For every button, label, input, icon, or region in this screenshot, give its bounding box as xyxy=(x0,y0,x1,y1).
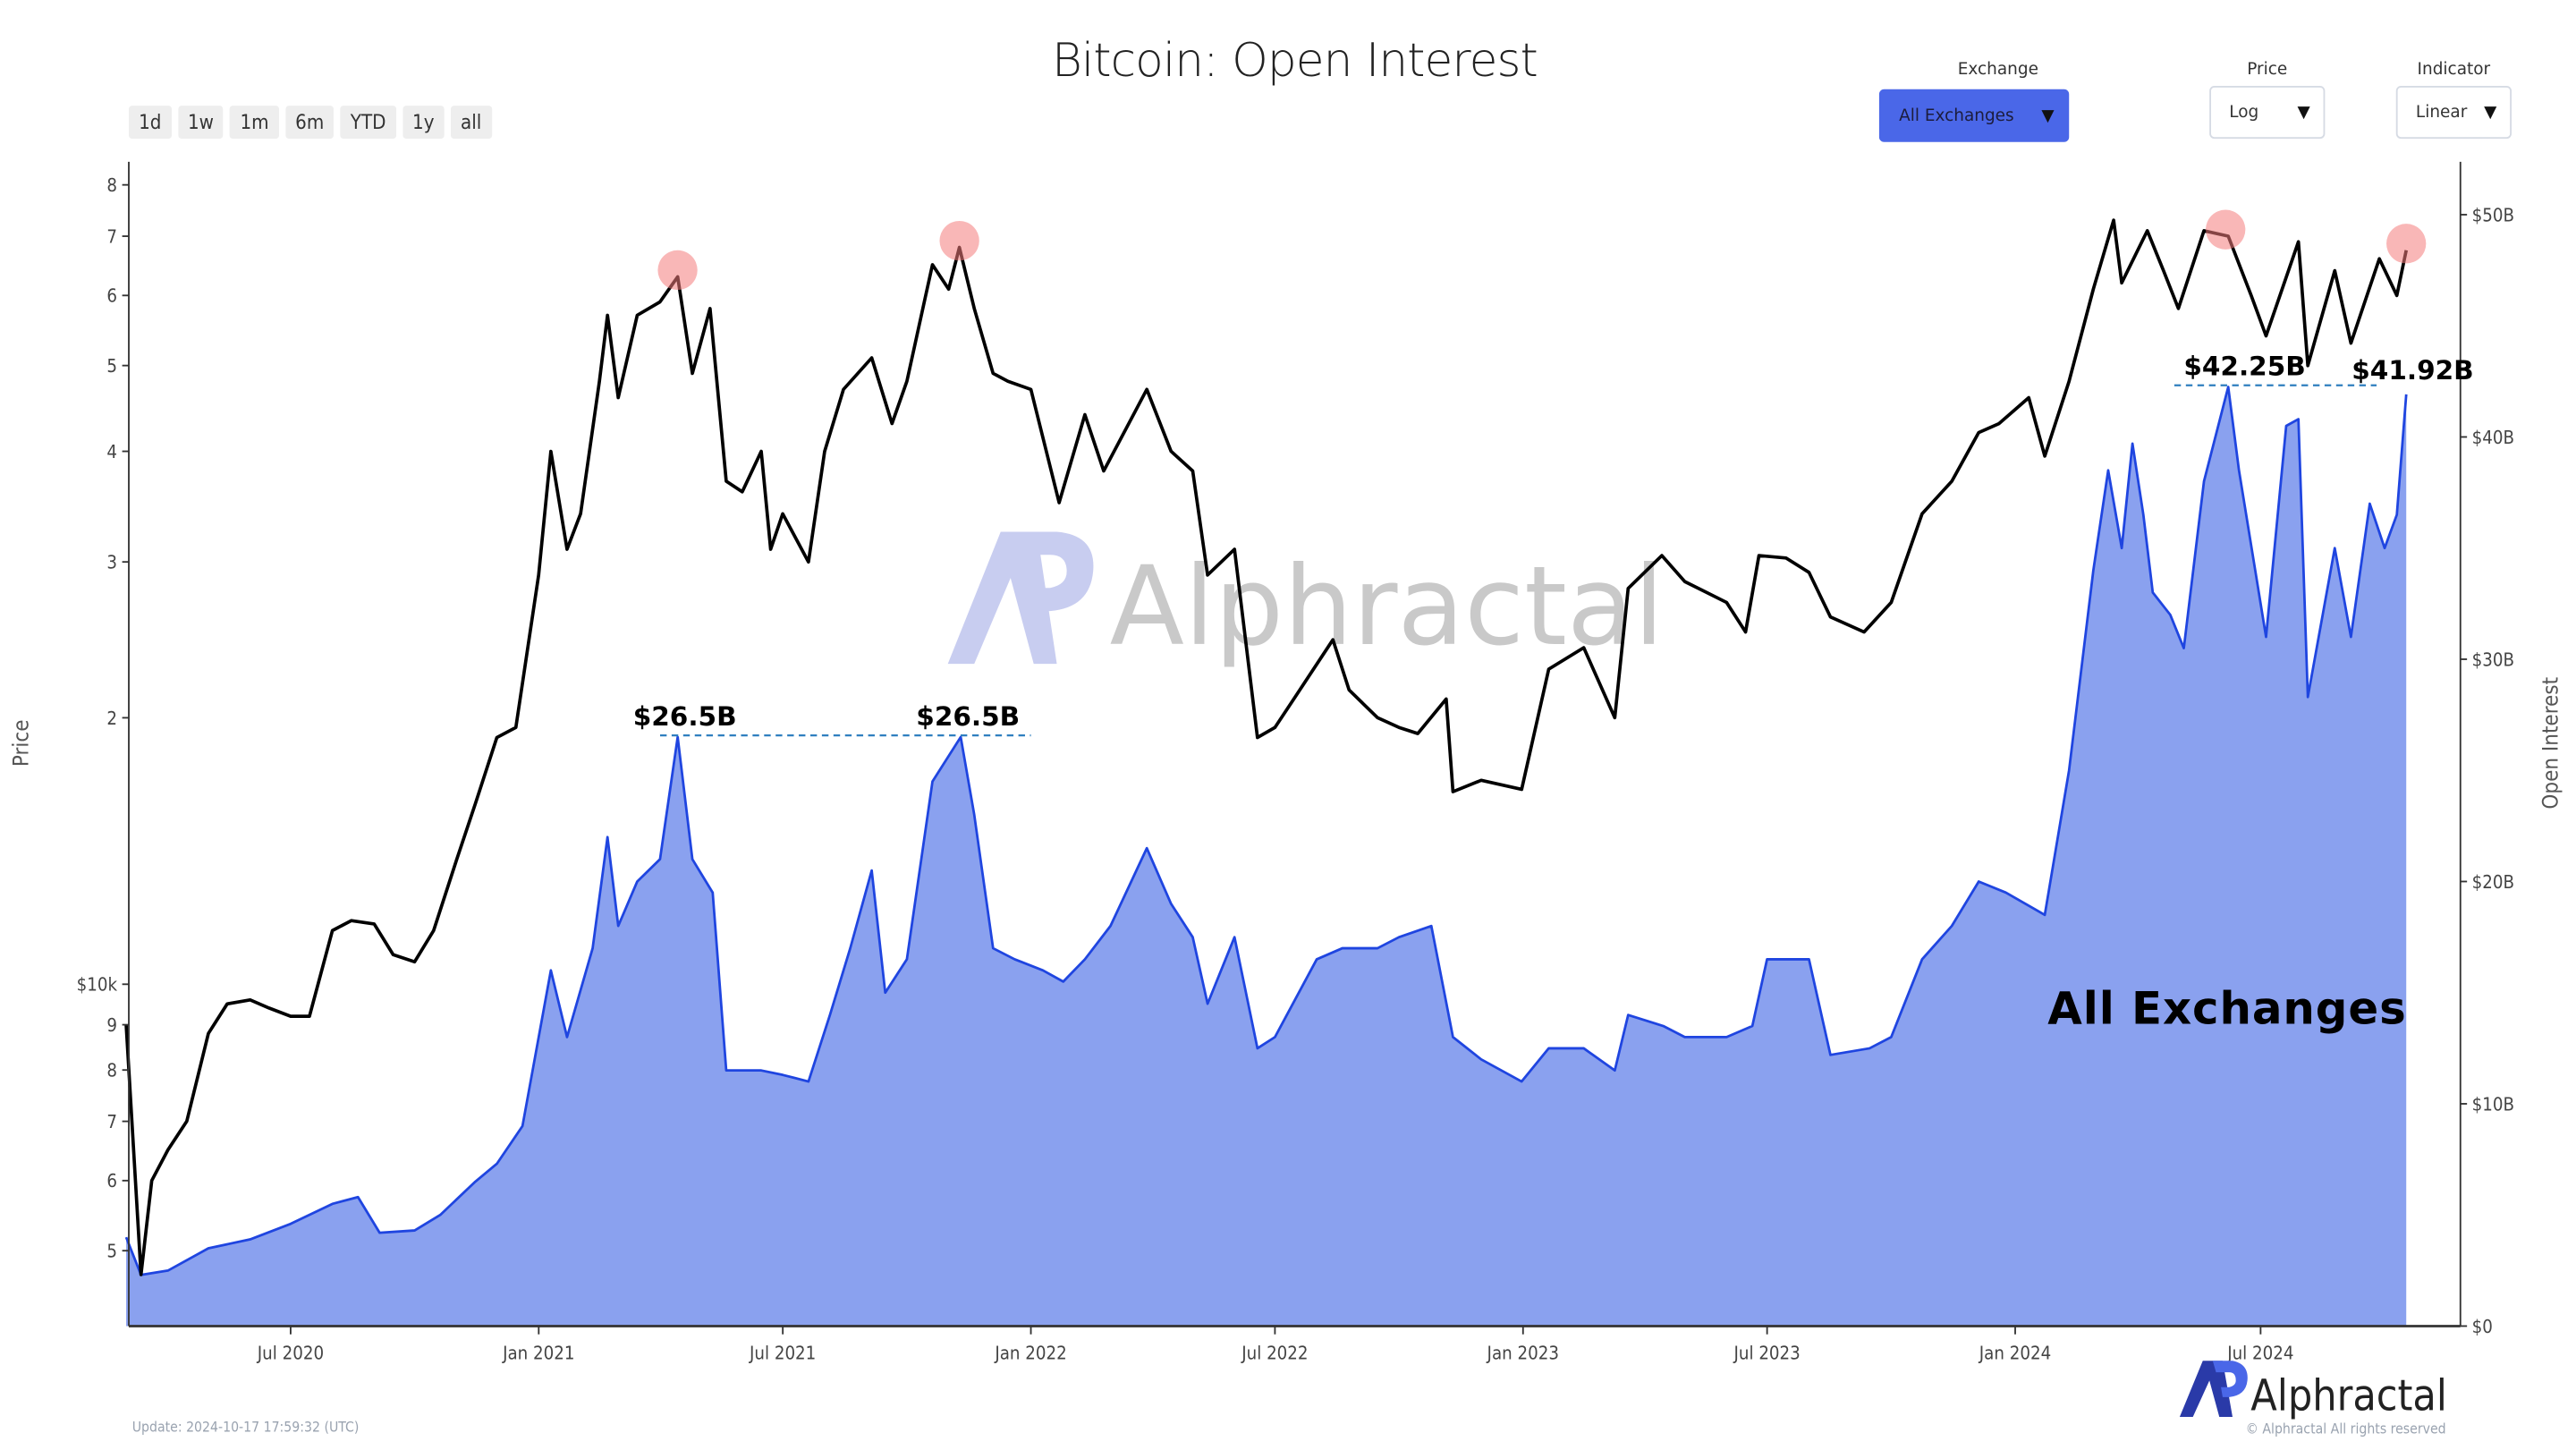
price-scale-label: Price xyxy=(2247,61,2288,80)
range-6m-button[interactable]: 6m xyxy=(285,106,335,140)
alphractal-logo-p-icon xyxy=(2212,1361,2248,1397)
left-tick-label: 6 xyxy=(106,285,117,307)
left-tick-label: 5 xyxy=(106,1241,117,1262)
left-tick-label: 4 xyxy=(106,441,117,462)
left-tick-label: 8 xyxy=(106,1060,117,1081)
x-tick-label: Jan 2024 xyxy=(1979,1342,2051,1363)
right-tick-label: $30B xyxy=(2472,649,2514,670)
x-tick-label: Jul 2023 xyxy=(1733,1342,1800,1363)
range-1m-button[interactable]: 1m xyxy=(230,106,279,140)
range-ytd-button[interactable]: YTD xyxy=(340,106,396,140)
oi-value-annotation: $26.5B xyxy=(916,701,1020,732)
watermark: Alphractal xyxy=(947,531,1665,670)
right-tick-label: $10B xyxy=(2472,1093,2514,1115)
x-tick-label: Jan 2022 xyxy=(994,1342,1066,1363)
copyright: © Alphractal All rights reserved xyxy=(2245,1421,2446,1438)
indicator-scale-dropdown[interactable]: Linear ▼ xyxy=(2395,85,2512,140)
range-all-button[interactable]: all xyxy=(450,106,492,140)
watermark-text: Alphractal xyxy=(1110,543,1665,670)
right-tick-label: $40B xyxy=(2472,427,2514,448)
oi-value-annotation: $42.25B xyxy=(2183,352,2305,382)
chevron-down-icon: ▼ xyxy=(2484,103,2497,122)
range-1d-button[interactable]: 1d xyxy=(128,106,172,140)
x-tick-label: Jul 2020 xyxy=(257,1342,324,1363)
range-1w-button[interactable]: 1w xyxy=(177,106,225,140)
exchange-value: All Exchanges xyxy=(1899,106,2014,125)
open-interest-line xyxy=(124,386,2408,1276)
range-selector: 1d 1w 1m 6m YTD 1y all xyxy=(128,106,492,140)
price-peak-highlight xyxy=(939,220,979,261)
series-label: All Exchanges xyxy=(2047,983,2406,1035)
right-tick-label: $20B xyxy=(2472,871,2514,893)
watermark-logo-p-icon xyxy=(1010,531,1094,612)
left-tick-label: 9 xyxy=(106,1014,117,1036)
x-tick-label: Jul 2022 xyxy=(1241,1342,1308,1363)
price-scale-value: Log xyxy=(2229,103,2259,122)
left-tick-label: 2 xyxy=(106,708,117,729)
left-tick-label: 6 xyxy=(106,1170,117,1191)
chevron-down-icon: ▼ xyxy=(2041,106,2055,125)
left-tick-label: 3 xyxy=(106,552,117,573)
open-interest-area xyxy=(126,386,2407,1327)
exchange-label: Exchange xyxy=(1957,61,2038,80)
x-tick-label: Jul 2024 xyxy=(2226,1342,2293,1363)
right-axis-title: Open Interest xyxy=(2538,677,2563,810)
indicator-scale-label: Indicator xyxy=(2417,61,2491,80)
price-peak-highlight xyxy=(2206,209,2246,250)
left-tick-label: 7 xyxy=(106,1111,117,1132)
price-peak-highlight xyxy=(657,250,698,291)
indicator-scale-value: Linear xyxy=(2415,103,2468,122)
x-tick-label: Jul 2021 xyxy=(749,1342,816,1363)
footer-logo: Alphractal xyxy=(2179,1361,2447,1421)
page-title: Bitcoin: Open Interest xyxy=(1051,32,1538,88)
oi-value-annotation: $41.92B xyxy=(2351,355,2473,386)
right-tick-label: $0 xyxy=(2472,1316,2493,1337)
range-1y-button[interactable]: 1y xyxy=(402,106,445,140)
footer-logo-text: Alphractal xyxy=(2250,1371,2447,1421)
left-tick-label: 8 xyxy=(106,174,117,196)
update-timestamp: Update: 2024-10-17 17:59:32 (UTC) xyxy=(131,1420,360,1437)
chevron-down-icon: ▼ xyxy=(2297,103,2310,122)
left-tick-label: 7 xyxy=(106,225,117,247)
oi-value-annotation: $26.5B xyxy=(633,701,737,732)
x-tick-label: Jan 2023 xyxy=(1487,1342,1559,1363)
price-line xyxy=(124,218,2409,1276)
watermark-logo-icon xyxy=(947,531,1057,665)
right-tick-label: $50B xyxy=(2472,204,2514,225)
exchange-dropdown[interactable]: All Exchanges ▼ xyxy=(1878,89,2070,142)
price-peak-highlight xyxy=(2386,224,2427,264)
price-scale-dropdown[interactable]: Log ▼ xyxy=(2209,85,2326,140)
alphractal-logo-icon xyxy=(2179,1361,2233,1417)
left-tick-label: $10k xyxy=(77,974,118,996)
x-tick-label: Jan 2021 xyxy=(502,1342,574,1363)
left-axis-title: Price xyxy=(8,719,33,767)
left-tick-label: 5 xyxy=(106,355,117,377)
